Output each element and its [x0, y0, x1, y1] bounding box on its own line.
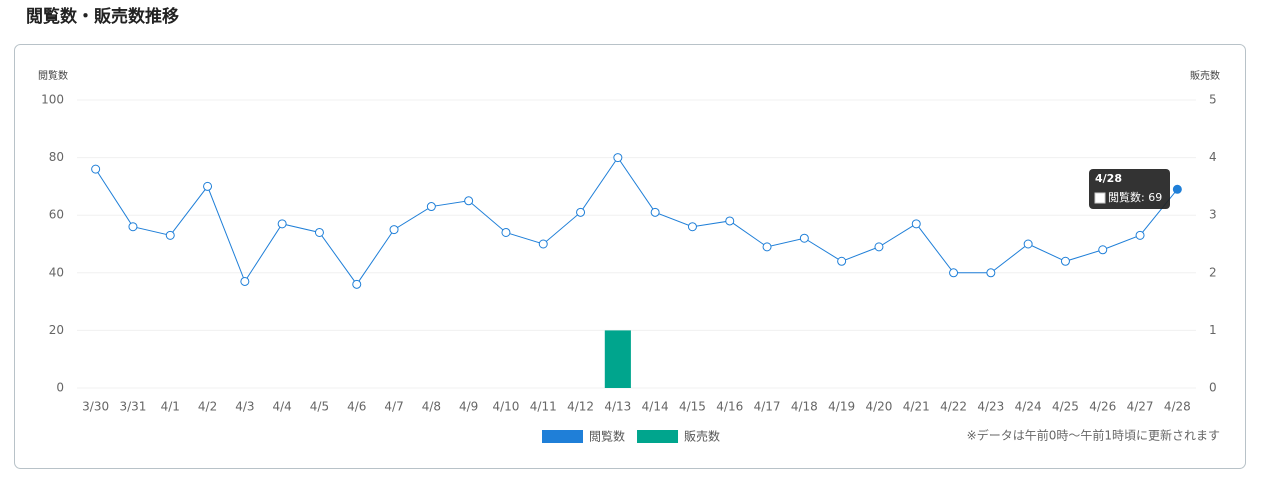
x-tick-label: 4/27: [1127, 400, 1154, 414]
y-tick-label: 40: [49, 265, 64, 279]
point: [799, 233, 809, 243]
x-tick-label: 4/10: [492, 400, 519, 414]
point: [389, 225, 399, 235]
point: [911, 219, 921, 229]
y2-tick-label: 2: [1209, 265, 1217, 279]
line: [95, 156, 1178, 286]
x-tick-label: 4/24: [1015, 400, 1042, 414]
point: [91, 164, 101, 174]
x-tick-label: 4/8: [422, 400, 441, 414]
x-tick-label: 4/13: [604, 400, 631, 414]
x-tick-label: 4/26: [1089, 400, 1116, 414]
point: [874, 242, 884, 252]
y-tick-label: 20: [49, 323, 64, 337]
x-tick-label: 4/1: [161, 400, 180, 414]
point: [986, 268, 996, 278]
chart-title: 閲覧数・販売数推移: [26, 6, 179, 27]
point: [949, 268, 959, 278]
x-tick-label: 4/21: [903, 400, 930, 414]
tooltip-swatch: [1094, 192, 1106, 204]
x-tick-label: 4/23: [977, 400, 1004, 414]
y2-axis-title: 販売数: [1190, 69, 1220, 82]
x-tick-label: 4/19: [828, 400, 855, 414]
x-tick-label: 4/15: [679, 400, 706, 414]
x-tick-label: 4/28: [1164, 400, 1191, 414]
point: [1023, 239, 1033, 249]
x-tick-label: 3/30: [82, 400, 109, 414]
point: [501, 227, 511, 237]
tooltip-box: [1089, 169, 1170, 209]
x-tick-label: 4/12: [567, 400, 594, 414]
point: [240, 276, 250, 286]
point: [352, 279, 362, 289]
legend-swatch: [637, 430, 679, 443]
x-tick-label: 4/6: [347, 400, 366, 414]
x-tick-label: 4/20: [865, 400, 892, 414]
point: [725, 216, 735, 226]
tooltip-text: 閲覧数: 69: [1108, 190, 1162, 204]
point: [277, 219, 287, 229]
y-tick-label: 0: [56, 381, 64, 395]
point: [203, 181, 213, 191]
point: [1172, 184, 1182, 194]
x-tick-label: 4/17: [754, 400, 781, 414]
point: [538, 239, 548, 249]
bar: [604, 330, 631, 388]
y2-tick-label: 3: [1209, 208, 1217, 222]
point: [314, 227, 324, 237]
y-tick-label: 80: [49, 150, 64, 164]
y2-tick-label: 1: [1209, 323, 1217, 337]
note: ※データは午前0時〜午前1時頃に更新されます: [967, 428, 1220, 443]
point: [613, 153, 623, 163]
point: [687, 222, 697, 232]
tooltip-title: 4/28: [1095, 172, 1122, 185]
tooltip: 4/28 閲覧数: 69: [1089, 169, 1170, 209]
x-tick-label: 4/5: [310, 400, 329, 414]
legend-label: 販売数: [684, 429, 720, 444]
y-axis-title: 閲覧数: [38, 69, 68, 82]
point: [464, 196, 474, 206]
point: [576, 207, 586, 217]
x-tick-label: 4/22: [940, 400, 967, 414]
x-tick-label: 4/4: [272, 400, 291, 414]
point: [762, 242, 772, 252]
x-tick-label: 3/31: [119, 400, 146, 414]
legend-label: 閲覧数: [589, 429, 625, 444]
x-tick-label: 4/18: [791, 400, 818, 414]
legend-swatch: [542, 430, 583, 443]
x-tick-label: 4/16: [716, 400, 743, 414]
chart-frame: [14, 44, 1246, 469]
point: [1060, 256, 1070, 266]
point: [1098, 245, 1108, 255]
point: [128, 222, 138, 232]
x-tick-label: 4/9: [459, 400, 478, 414]
x-tick-label: 4/3: [235, 400, 254, 414]
point: [165, 230, 175, 240]
y-tick-label: 100: [41, 93, 64, 107]
y2-tick-label: 5: [1209, 93, 1217, 107]
point: [426, 202, 436, 212]
x-tick-label: 4/14: [642, 400, 669, 414]
point: [650, 207, 660, 217]
y-tick-label: 60: [49, 208, 64, 222]
y2-tick-label: 0: [1209, 381, 1217, 395]
x-tick-label: 4/25: [1052, 400, 1079, 414]
point: [837, 256, 847, 266]
x-tick-label: 4/7: [384, 400, 403, 414]
point: [1135, 230, 1145, 240]
x-tick-label: 4/2: [198, 400, 217, 414]
y2-tick-label: 4: [1209, 150, 1217, 164]
x-tick-label: 4/11: [530, 400, 557, 414]
